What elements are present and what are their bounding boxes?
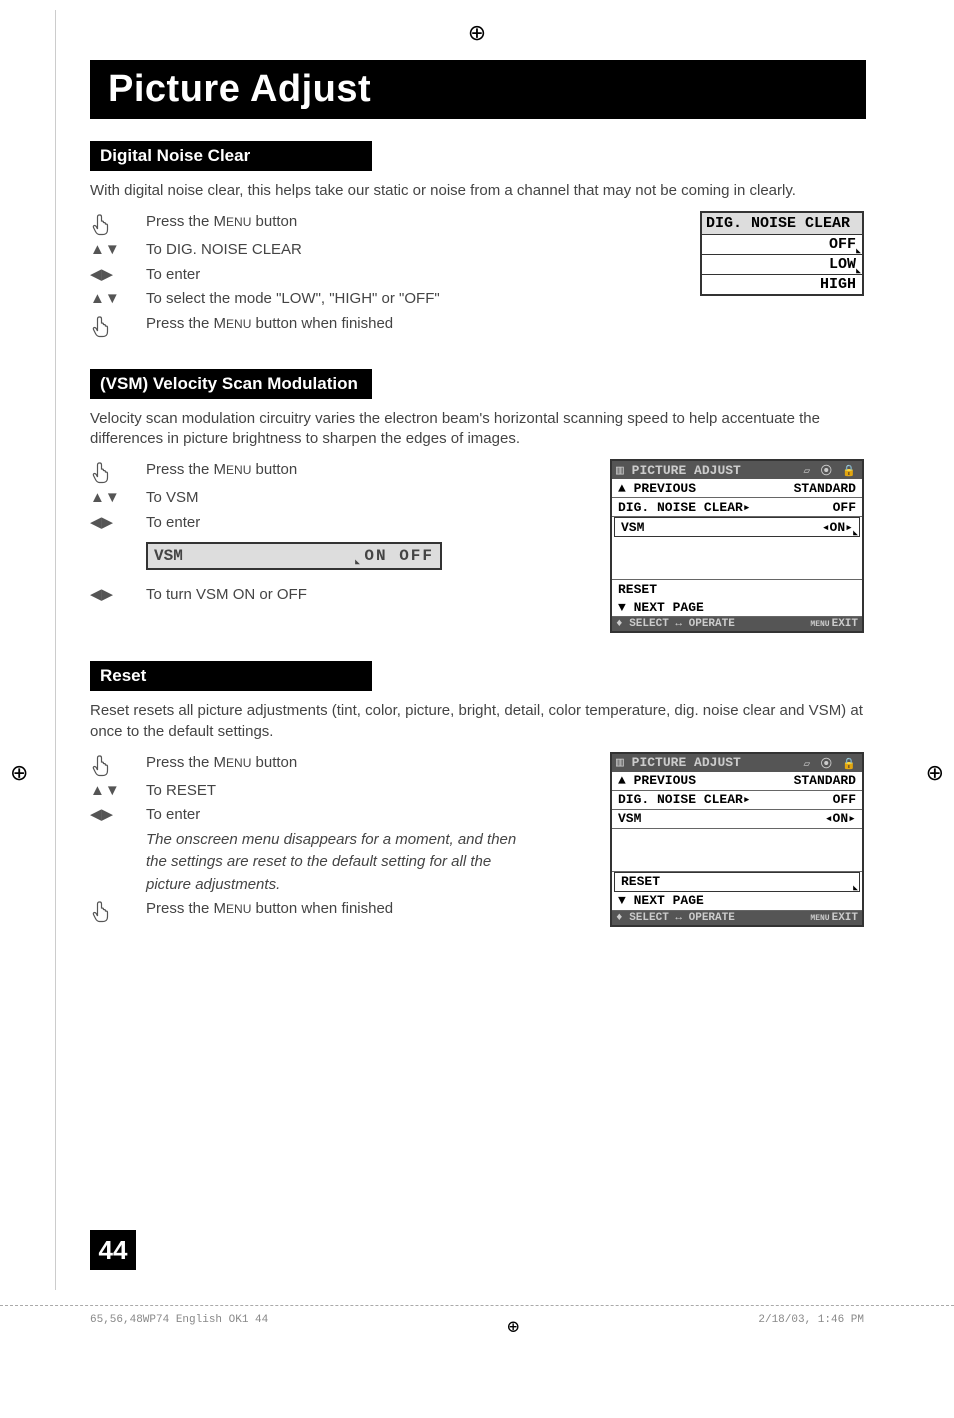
step-text: To RESET (146, 780, 610, 803)
section-reset: Reset Reset resets all picture adjustmen… (90, 661, 864, 927)
osd-picture-adjust-vsm: ▥ PICTURE ADJUST▱ ⦿ 🔒 ▲ PREVIOUSSTANDARD… (610, 459, 864, 633)
osd-dig-noise-clear: DIG. NOISE CLEAR OFF◣ LOW◣ HIGH (700, 211, 864, 296)
step-text: Press the MENU button (146, 459, 610, 482)
step-text: To DIG. NOISE CLEAR (146, 239, 700, 262)
step-text: To enter (146, 264, 700, 287)
osd-vsm-inline: VSM ON OFF ◣ (146, 542, 442, 570)
step-text: To enter (146, 512, 610, 535)
section-digital-noise-clear: Digital Noise Clear With digital noise c… (90, 141, 864, 341)
step-text: To VSM (146, 487, 610, 510)
step-text: To select the mode "LOW", "HIGH" or "OFF… (146, 288, 700, 311)
hand-icon (90, 752, 146, 778)
footer-right: 2/18/03, 1:46 PM (758, 1314, 864, 1340)
updown-icon: ▲▼ (90, 487, 146, 510)
registration-mark-right: ⊕ (926, 760, 944, 786)
intro-vsm: Velocity scan modulation circuitry varie… (90, 409, 864, 450)
page-title: Picture Adjust (90, 60, 866, 119)
leftright-icon: ◀▶ (90, 804, 146, 827)
section-header-dnc: Digital Noise Clear (90, 141, 372, 171)
hand-icon (90, 459, 146, 485)
registration-mark-top: ⊕ (468, 20, 486, 46)
leftright-icon: ◀▶ (90, 584, 146, 607)
registration-mark-left: ⊕ (10, 760, 28, 786)
intro-dnc: With digital noise clear, this helps tak… (90, 181, 864, 201)
osd-label: VSM (154, 544, 183, 568)
step-text: Press the MENU button (146, 752, 610, 775)
updown-icon: ▲▼ (90, 239, 146, 262)
guide-line (55, 10, 56, 1290)
osd-value: ON OFF (364, 544, 434, 568)
print-footer: 65,56,48WP74 English OK1 44 ⊕ 2/18/03, 1… (0, 1305, 954, 1340)
osd-option: LOW◣ (702, 255, 862, 275)
osd-option: OFF◣ (702, 235, 862, 255)
leftright-icon: ◀▶ (90, 512, 146, 535)
step-text: Press the MENU button when finished (146, 313, 700, 336)
section-header-vsm: (VSM) Velocity Scan Modulation (90, 369, 372, 399)
registration-mark-bottom: ⊕ (507, 1314, 519, 1340)
page-number: 44 (90, 1230, 136, 1270)
footer-left: 65,56,48WP74 English OK1 44 (90, 1314, 268, 1340)
step-text: To enter (146, 804, 610, 827)
intro-reset: Reset resets all picture adjustments (ti… (90, 701, 864, 742)
leftright-icon: ◀▶ (90, 264, 146, 287)
section-vsm: (VSM) Velocity Scan Modulation Velocity … (90, 369, 864, 634)
updown-icon: ▲▼ (90, 780, 146, 803)
osd-option: HIGH (702, 275, 862, 294)
step-text: Press the MENU button (146, 211, 700, 234)
updown-icon: ▲▼ (90, 288, 146, 311)
hand-icon (90, 211, 146, 237)
section-header-reset: Reset (90, 661, 372, 691)
hand-icon (90, 313, 146, 339)
step-text: To turn VSM ON or OFF (146, 584, 610, 607)
step-text: Press the MENU button when finished (146, 898, 610, 921)
step-text: The onscreen menu disappears for a momen… (146, 829, 526, 897)
osd-picture-adjust-reset: ▥ PICTURE ADJUST▱ ⦿ 🔒 ▲ PREVIOUSSTANDARD… (610, 752, 864, 927)
osd-header: DIG. NOISE CLEAR (702, 213, 862, 235)
hand-icon (90, 898, 146, 924)
